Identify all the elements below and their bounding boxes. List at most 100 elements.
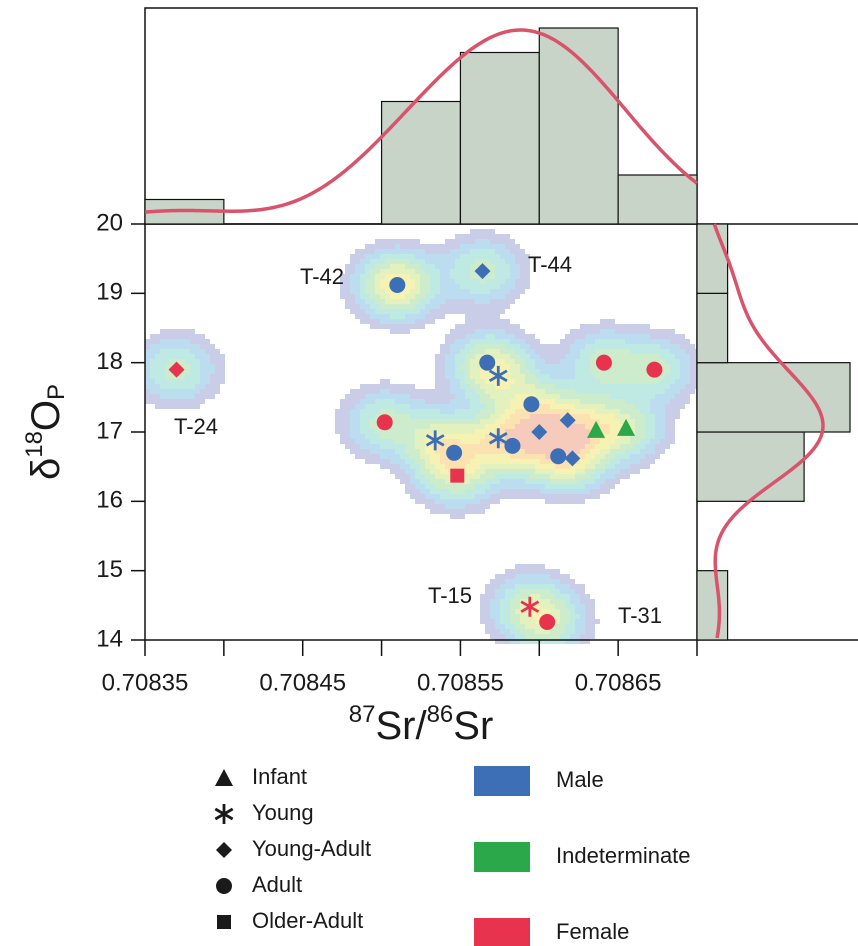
density-cell — [605, 439, 610, 444]
density-cell — [555, 594, 560, 599]
legend-swatch — [474, 766, 530, 796]
density-cell — [575, 379, 580, 384]
density-cell — [375, 409, 380, 414]
density-cell — [485, 379, 490, 384]
density-cell — [525, 444, 530, 449]
density-cell — [210, 389, 215, 394]
density-cell — [515, 614, 520, 619]
density-cell — [635, 349, 640, 354]
density-cell — [500, 459, 505, 464]
density-cell — [575, 599, 580, 604]
density-cell — [440, 409, 445, 414]
density-cell — [480, 314, 485, 319]
density-cell — [395, 309, 400, 314]
density-cell — [630, 349, 635, 354]
density-cell — [655, 439, 660, 444]
density-cell — [655, 384, 660, 389]
density-cell — [440, 474, 445, 479]
density-cell — [475, 249, 480, 254]
density-cell — [525, 359, 530, 364]
density-cell — [520, 489, 525, 494]
point — [539, 613, 556, 630]
density-cell — [585, 459, 590, 464]
density-cell — [510, 239, 515, 244]
density-cell — [490, 259, 495, 264]
density-cell — [420, 389, 425, 394]
density-cell — [520, 404, 525, 409]
density-cell — [560, 389, 565, 394]
density-cell — [185, 394, 190, 399]
density-cell — [500, 334, 505, 339]
density-cell — [340, 274, 345, 279]
density-cell — [495, 269, 500, 274]
density-cell — [550, 609, 555, 614]
density-cell — [565, 339, 570, 344]
density-cell — [490, 384, 495, 389]
density-cell — [510, 474, 515, 479]
density-cell — [490, 619, 495, 624]
density-cell — [635, 329, 640, 334]
density-cell — [470, 354, 475, 359]
density-cell — [590, 419, 595, 424]
density-cell — [610, 429, 615, 434]
density-cell — [455, 354, 460, 359]
density-cell — [430, 394, 435, 399]
density-cell — [565, 389, 570, 394]
density-cell — [520, 494, 525, 499]
density-cell — [460, 464, 465, 469]
density-cell — [175, 399, 180, 404]
density-cell — [585, 489, 590, 494]
density-cell — [620, 409, 625, 414]
density-cell — [595, 349, 600, 354]
density-cell — [420, 394, 425, 399]
density-cell — [210, 384, 215, 389]
density-cell — [410, 484, 415, 489]
density-cell — [625, 374, 630, 379]
density-cell — [495, 589, 500, 594]
density-cell — [375, 299, 380, 304]
density-cell — [655, 329, 660, 334]
density-cell — [165, 364, 170, 369]
density-cell — [475, 259, 480, 264]
kde-curve — [144, 28, 699, 214]
density-cell — [475, 504, 480, 509]
density-cell — [505, 294, 510, 299]
density-cell — [375, 289, 380, 294]
density-cell — [385, 294, 390, 299]
density-cell — [580, 329, 585, 334]
density-cell — [610, 444, 615, 449]
density-cell — [345, 439, 350, 444]
density-cell — [410, 264, 415, 269]
density-cell — [420, 489, 425, 494]
density-cell — [615, 464, 620, 469]
density-cell — [355, 274, 360, 279]
density-cell — [445, 444, 450, 449]
density-cell — [430, 474, 435, 479]
density-cell — [515, 339, 520, 344]
density-cell — [615, 334, 620, 339]
density-cell — [490, 609, 495, 614]
density-cell — [540, 629, 545, 634]
density-cell — [185, 339, 190, 344]
density-cell — [455, 334, 460, 339]
density-cell — [360, 304, 365, 309]
density-cell — [510, 394, 515, 399]
density-cell — [650, 449, 655, 454]
density-cell — [520, 479, 525, 484]
density-cell — [420, 269, 425, 274]
density-cell — [385, 244, 390, 249]
density-cell — [640, 404, 645, 409]
density-cell — [370, 244, 375, 249]
density-cell — [480, 254, 485, 259]
density-cell — [555, 484, 560, 489]
density-cell — [485, 504, 490, 509]
density-cell — [500, 289, 505, 294]
density-cell — [565, 604, 570, 609]
density-cell — [600, 389, 605, 394]
density-cell — [550, 389, 555, 394]
density-cell — [530, 349, 535, 354]
density-cell — [165, 389, 170, 394]
density-cell — [510, 364, 515, 369]
density-cell — [485, 429, 490, 434]
density-cell — [445, 364, 450, 369]
